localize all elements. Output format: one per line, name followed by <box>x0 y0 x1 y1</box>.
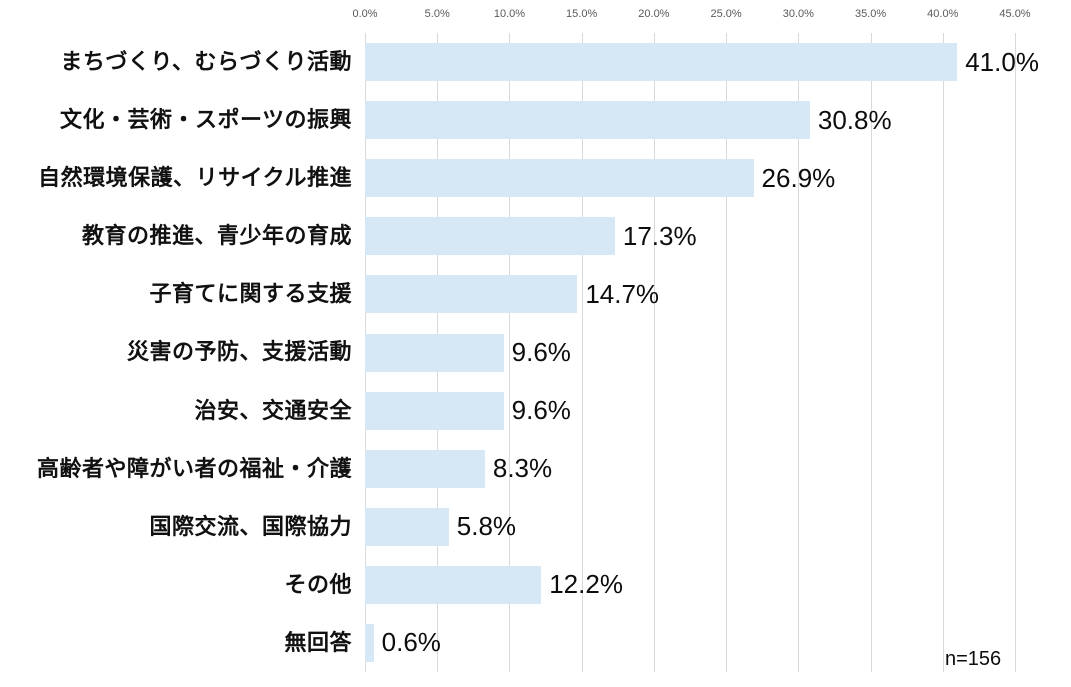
bar-track: 8.3% <box>365 440 1071 498</box>
category-label: 教育の推進、青少年の育成 <box>81 223 352 249</box>
category-label: 高齢者や障がい者の福祉・介護 <box>36 455 352 481</box>
x-tick-label: 45.0% <box>999 8 1031 20</box>
category-label: 子育てに関する支援 <box>149 281 352 307</box>
bar-row: 教育の推進、青少年の育成 17.3% <box>0 207 1071 265</box>
category-label: その他 <box>284 571 352 597</box>
x-tick-label: 35.0% <box>854 8 887 20</box>
value-label: 0.6% <box>381 627 441 658</box>
value-label: 41.0% <box>965 46 1039 77</box>
x-tick-label: 5.0% <box>424 8 450 20</box>
category-label: 治安、交通安全 <box>194 397 352 423</box>
bar-row: 高齢者や障がい者の福祉・介護 8.3% <box>0 440 1071 498</box>
x-tick-label: 10.0% <box>493 8 526 20</box>
bar <box>365 101 810 140</box>
bar <box>365 159 754 198</box>
bar-track: 9.6% <box>365 323 1071 381</box>
x-axis: 0.0% 5.0% 10.0% 15.0% 20.0% 25.0% 30.0% 35.0% 40… <box>0 0 1071 33</box>
gridline <box>942 33 944 672</box>
bar-track: 0.6% <box>365 614 1071 672</box>
bar-row: まちづくり、むらづくり活動 41.0% <box>0 33 1071 91</box>
bar <box>365 449 485 488</box>
sample-size-label: n=156 <box>945 648 1002 670</box>
bar-track: 9.6% <box>365 382 1071 440</box>
gridline <box>870 33 872 672</box>
value-label: 14.7% <box>585 278 660 309</box>
value-label: 8.3% <box>492 453 553 484</box>
category-label: 国際交流、国際協力 <box>149 513 352 539</box>
x-tick-label: 0.0% <box>352 8 378 20</box>
bar-track: 26.9% <box>365 149 1071 207</box>
bar-track: 5.8% <box>365 498 1071 556</box>
value-label: 5.8% <box>456 511 517 542</box>
value-label: 17.3% <box>622 220 697 251</box>
category-label: 自然環境保護、リサイクル推進 <box>38 165 352 191</box>
value-label: 30.8% <box>817 104 892 135</box>
gridline <box>509 33 511 672</box>
category-label: まちづくり、むらづくり活動 <box>60 48 352 74</box>
bar-row: 文化・芸術・スポーツの振興 30.8% <box>0 91 1071 149</box>
bar <box>365 565 542 604</box>
bar-row: 無回答 0.6% <box>0 614 1071 672</box>
gridline <box>726 33 728 672</box>
gridline <box>581 33 583 672</box>
category-label: 災害の予防、支援活動 <box>126 339 352 365</box>
value-label: 12.2% <box>549 569 623 600</box>
x-tick-label: 20.0% <box>638 8 670 20</box>
x-tick-label: 40.0% <box>927 8 959 20</box>
bar-row: その他 12.2% <box>0 556 1071 614</box>
chart-rows: まちづくり、むらづくり活動 41.0% 文化・芸術・スポーツの振興 30.8% 自然環境… <box>0 33 1071 672</box>
bar-row: 災害の予防、支援活動 9.6% <box>0 323 1071 381</box>
category-label: 無回答 <box>284 629 352 655</box>
bar-row: 治安、交通安全 9.6% <box>0 382 1071 440</box>
bar-row: 自然環境保護、リサイクル推進 26.9% <box>0 149 1071 207</box>
value-label: 26.9% <box>761 162 836 193</box>
gridline <box>653 33 655 672</box>
x-tick-label: 30.0% <box>782 8 814 20</box>
bar-row: 国際交流、国際協力 5.8% <box>0 498 1071 556</box>
gridline <box>798 33 800 672</box>
bar-track: 12.2% <box>365 556 1071 614</box>
bar <box>365 507 449 546</box>
bar-row: 子育てに関する支援 14.7% <box>0 265 1071 323</box>
bar <box>365 275 578 314</box>
x-tick-label: 15.0% <box>566 8 598 20</box>
bar <box>365 623 374 662</box>
value-label: 9.6% <box>511 337 571 368</box>
bar-track: 30.8% <box>365 91 1071 149</box>
bar-track: 14.7% <box>365 265 1071 323</box>
gridline <box>1015 33 1016 672</box>
bar-track: 17.3% <box>365 207 1071 265</box>
category-label: 文化・芸術・スポーツの振興 <box>59 107 352 133</box>
x-tick-label: 25.0% <box>710 8 742 20</box>
value-label: 9.6% <box>511 395 571 426</box>
bar <box>365 391 504 430</box>
bar <box>365 333 504 372</box>
bar-track: 41.0% <box>365 33 1071 91</box>
bar <box>365 43 958 82</box>
bar <box>365 217 615 256</box>
